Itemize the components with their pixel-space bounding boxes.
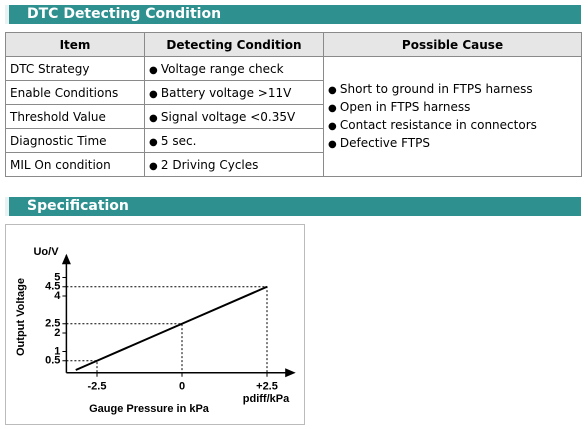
cause-cell: Short to ground in FTPS harnessOpen in F… (323, 56, 582, 177)
header-cell: Possible Cause (323, 32, 582, 57)
y-label: Output Voltage (15, 278, 27, 356)
condition-cell: 2 Driving Cycles (144, 152, 324, 177)
y-tick-label: 2 (54, 327, 60, 339)
y-tick-label: 0.5 (45, 355, 60, 367)
header-cell: Detecting Condition (144, 32, 324, 57)
data-line (75, 285, 268, 371)
guide-line (66, 323, 183, 373)
condition-cell: Voltage range check (144, 56, 324, 81)
table-row: Enable ConditionsBattery voltage >11V (5, 80, 582, 105)
item-cell: Threshold Value (5, 104, 145, 129)
y-tick-label: 4 (54, 290, 61, 302)
cause-item: Short to ground in FTPS harness (328, 81, 577, 99)
y-tick-label: 1 (54, 345, 60, 357)
chart: Uo/V Output Voltage Gauge Pressure in kP… (15, 246, 296, 415)
section-header: Specification (5, 197, 581, 216)
dtc-table: Item Detecting Condition Possible Cause … (5, 32, 582, 177)
condition-cell: Signal voltage <0.35V (144, 104, 324, 129)
table-row: Diagnostic Time5 sec. (5, 128, 582, 153)
cause-item: Open in FTPS harness (328, 99, 577, 117)
x-tick-label: -2.5 (88, 381, 107, 393)
item-cell: DTC Strategy (5, 56, 145, 81)
table-row: Threshold ValueSignal voltage <0.35V (5, 104, 582, 129)
x-tick-label: +2.5 (256, 381, 278, 393)
item-cell: Diagnostic Time (5, 128, 145, 153)
cause-item: Defective FTPS (328, 135, 577, 153)
table-row: DTC StrategyVoltage range checkShort to … (5, 56, 582, 177)
item-cell: Enable Conditions (5, 80, 145, 105)
table-row: MIL On condition2 Driving Cycles (5, 152, 582, 177)
condition-cell: 5 sec. (144, 128, 324, 153)
condition-cell: Battery voltage >11V (144, 80, 324, 105)
header-row: Item Detecting Condition Possible Cause (5, 32, 582, 57)
x-label: Gauge Pressure in kPa (89, 403, 210, 415)
chart-box: Uo/V Output Voltage Gauge Pressure in kP… (5, 224, 305, 425)
x-unit: pdiff/kPa (243, 393, 290, 405)
item-cell: MIL On condition (5, 152, 145, 177)
y-title: Uo/V (33, 246, 59, 258)
y-tick-label: 4.5 (45, 281, 60, 293)
y-tick-label: 2.5 (45, 318, 60, 330)
y-tick-label: 5 (54, 271, 60, 283)
section-header: DTC Detecting Condition (5, 5, 581, 24)
header-cell: Item (5, 32, 145, 57)
x-tick-label: 0 (179, 381, 185, 393)
cause-item: Contact resistance in connectors (328, 117, 577, 135)
